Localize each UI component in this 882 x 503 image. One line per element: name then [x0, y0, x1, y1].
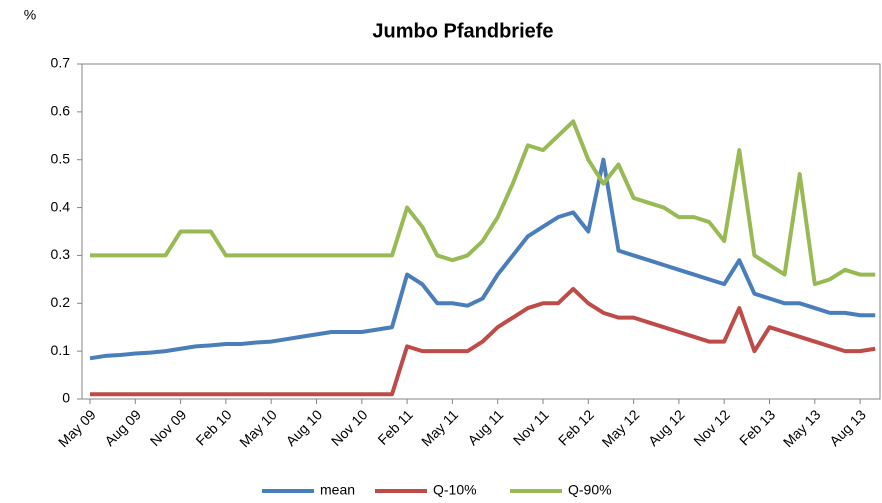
- x-tick-label: Feb 12: [555, 406, 597, 448]
- y-axis-label: %: [24, 7, 36, 23]
- y-tick-label: 0.4: [51, 198, 71, 214]
- plot-area: [81, 63, 881, 400]
- chart-title: Jumbo Pfandbriefe: [372, 20, 553, 42]
- x-tick-label: Aug 11: [464, 406, 506, 448]
- x-tick-label: Feb 13: [736, 406, 778, 448]
- y-tick-label: 0.3: [51, 246, 71, 262]
- x-tick-label: May 12: [599, 406, 643, 450]
- y-tick-label: 0.6: [51, 103, 71, 119]
- y-tick-label: 0.1: [51, 342, 71, 358]
- x-tick-label: Nov 10: [328, 406, 371, 449]
- x-tick-label: Nov 09: [147, 406, 190, 449]
- y-tick-label: 0.5: [51, 150, 71, 166]
- x-tick-label: Nov 11: [510, 406, 552, 448]
- x-tick-label: Feb 11: [374, 406, 416, 448]
- x-tick-label: May 11: [418, 406, 461, 449]
- x-tick-label: Aug 13: [826, 406, 869, 449]
- x-tick-label: Feb 10: [193, 406, 235, 448]
- y-tick-label: 0: [62, 390, 70, 406]
- series-line: [90, 119, 876, 287]
- series-line: [89, 157, 876, 361]
- x-tick-label: Aug 12: [645, 406, 688, 449]
- x-tick-label: May 10: [236, 406, 280, 450]
- series-line: [90, 286, 876, 397]
- x-tick-label: Aug 09: [101, 406, 144, 449]
- legend-label: Q-10%: [433, 482, 477, 498]
- x-tick-label: Aug 10: [283, 406, 326, 449]
- y-tick-label: 0.7: [51, 55, 71, 71]
- x-tick-label: May 13: [780, 406, 824, 450]
- legend-label: Q-90%: [568, 482, 612, 498]
- legend-label: mean: [320, 482, 355, 498]
- y-tick-label: 0.2: [51, 294, 71, 310]
- x-tick-label: Nov 12: [690, 406, 733, 449]
- x-tick-label: May 09: [55, 406, 99, 450]
